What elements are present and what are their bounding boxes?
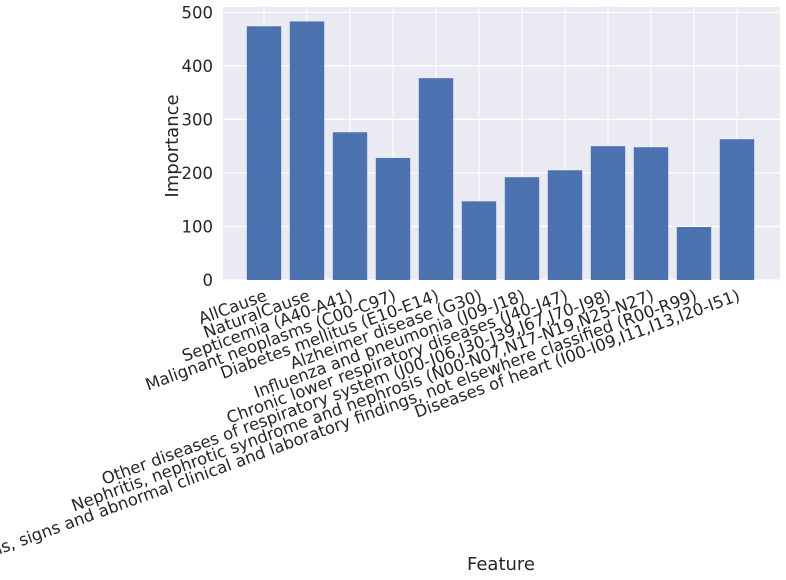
y-tick-label: 500	[182, 3, 214, 22]
bar	[676, 227, 712, 280]
x-axis-label: Feature	[467, 554, 535, 575]
y-tick-label: 200	[182, 164, 214, 183]
bar	[418, 78, 454, 280]
y-tick-label: 300	[182, 110, 214, 129]
y-tick-label: 100	[182, 217, 214, 236]
bar	[289, 21, 325, 280]
bar	[590, 146, 626, 280]
bar	[547, 170, 583, 280]
bar	[246, 26, 282, 281]
y-tick-label: 0	[203, 271, 214, 290]
bar	[719, 139, 755, 280]
bar	[461, 201, 497, 280]
bar	[375, 157, 411, 280]
y-tick-label: 400	[182, 57, 214, 76]
y-axis-label: Importance	[162, 94, 183, 197]
bar	[504, 177, 540, 280]
bar	[332, 132, 368, 280]
bar	[633, 147, 669, 280]
